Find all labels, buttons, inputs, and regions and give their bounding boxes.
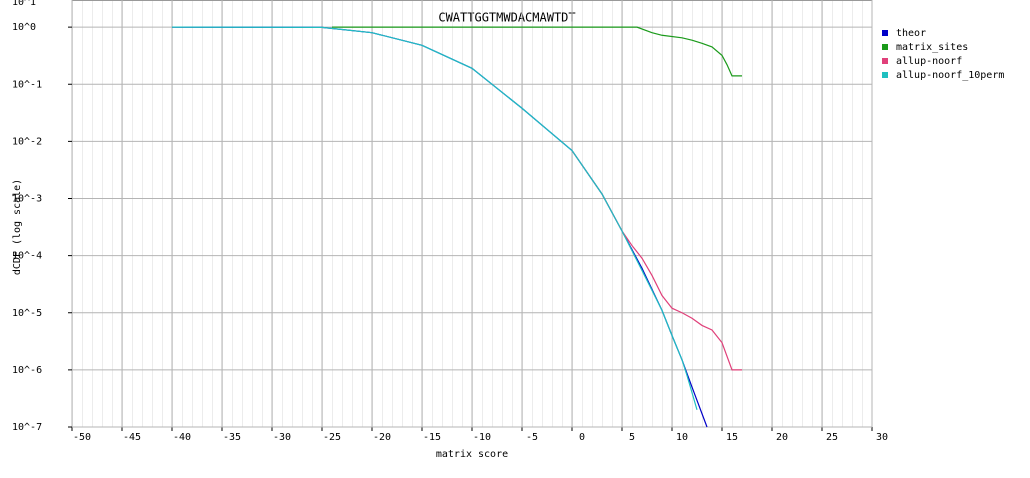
series-line	[571, 150, 742, 371]
y-tick-label: 10^0	[12, 22, 36, 33]
y-tick-label: 10^-4	[12, 251, 42, 262]
x-tick-label: 0	[579, 432, 585, 443]
legend-marker	[882, 58, 888, 64]
legend-marker	[882, 72, 888, 78]
x-axis-label: matrix score	[436, 449, 508, 460]
legend-label: theor	[896, 28, 926, 39]
y-tick-label: 10^-5	[12, 308, 42, 319]
x-tick-label: -10	[473, 432, 491, 443]
legend-label: allup-noorf	[896, 56, 962, 67]
x-tick-label: 20	[776, 432, 788, 443]
y-tick-label: 10^-1	[12, 79, 42, 90]
series-line	[171, 26, 698, 410]
x-tick-label: -15	[423, 432, 441, 443]
x-tick-label: -40	[173, 432, 191, 443]
x-tick-label: -50	[73, 432, 91, 443]
x-tick-label: -25	[323, 432, 341, 443]
legend-marker	[882, 44, 888, 50]
x-tick-label: 15	[726, 432, 738, 443]
y-axis-label: dCDF (log scale)	[12, 179, 23, 275]
x-tick-label: -5	[526, 432, 538, 443]
x-tick-label: -35	[223, 432, 241, 443]
x-tick-label: 10	[676, 432, 688, 443]
y-tick-label: 10^-7	[12, 422, 42, 433]
plot-area	[171, 26, 742, 428]
legend-label: allup-noorf_10perm	[896, 70, 1004, 81]
legend-label: matrix_sites	[896, 42, 968, 53]
x-tick-label: -45	[123, 432, 141, 443]
x-tick-label: -30	[273, 432, 291, 443]
chart-title: CWATTGGTMWDACMAWTDT	[438, 11, 575, 25]
y-tick-label: 10^1	[12, 0, 36, 8]
y-tick-label: 10^-3	[12, 194, 42, 205]
x-tick-label: -20	[373, 432, 391, 443]
x-tick-label: 30	[876, 432, 888, 443]
series-line	[332, 26, 742, 77]
y-tick-label: 10^-2	[12, 136, 42, 147]
y-tick-label: 10^-6	[12, 365, 42, 376]
legend-marker	[882, 30, 888, 36]
x-tick-label: 25	[826, 432, 838, 443]
x-tick-label: 5	[629, 432, 635, 443]
